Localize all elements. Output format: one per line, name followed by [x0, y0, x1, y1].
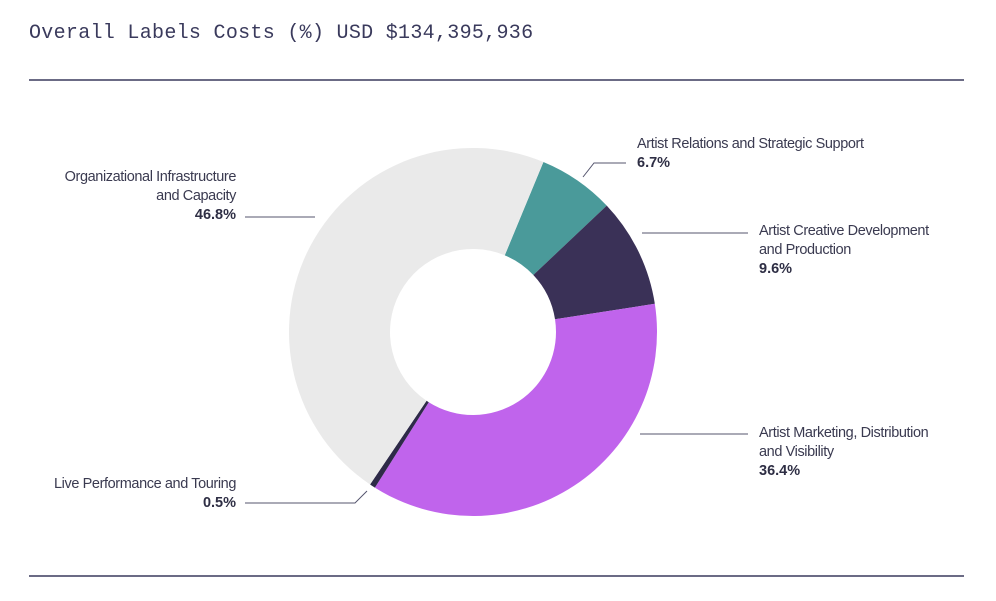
top-divider: [29, 79, 964, 81]
slice-artist-relations: [504, 162, 607, 275]
slice-label: Organizational Infrastructure: [64, 169, 237, 185]
slice-value-label: 9.6%: [759, 261, 793, 277]
label-organizational-infrastructure: Organizational Infrastructure and Capaci…: [64, 168, 237, 225]
slice-value-label: 36.4%: [759, 463, 801, 479]
label-artist-relations: Artist Relations and Strategic Support 6…: [637, 135, 864, 173]
slice-label: Live Performance and Touring: [54, 476, 236, 492]
label-live-performance: Live Performance and Touring 0.5%: [54, 475, 236, 513]
slice-live-performance: [370, 400, 429, 488]
slice-label: and Visibility: [759, 444, 834, 460]
slice-value-label: 46.8%: [194, 207, 236, 223]
slice-value-label: 0.5%: [202, 495, 236, 511]
slice-label: Artist Relations and Strategic Support: [637, 136, 864, 152]
slice-marketing-distribution: [374, 303, 657, 516]
slice-organizational-infrastructure: [289, 148, 544, 485]
label-creative-development: Artist Creative Development and Producti…: [759, 222, 929, 279]
label-marketing-distribution: Artist Marketing, Distribution and Visib…: [759, 424, 929, 481]
slice-creative-development: [533, 205, 655, 320]
slice-value-label: 6.7%: [637, 155, 671, 171]
slice-label: Artist Creative Development: [759, 223, 929, 239]
leader-line-artist-relations: [582, 162, 626, 178]
slice-label: and Production: [759, 242, 851, 258]
bottom-divider: [29, 575, 964, 577]
slice-label: and Capacity: [156, 188, 236, 204]
slice-label: Artist Marketing, Distribution: [759, 425, 929, 441]
leader-line-live-performance: [245, 490, 368, 504]
chart-title: Overall Labels Costs (%) USD $134,395,93…: [29, 22, 534, 45]
